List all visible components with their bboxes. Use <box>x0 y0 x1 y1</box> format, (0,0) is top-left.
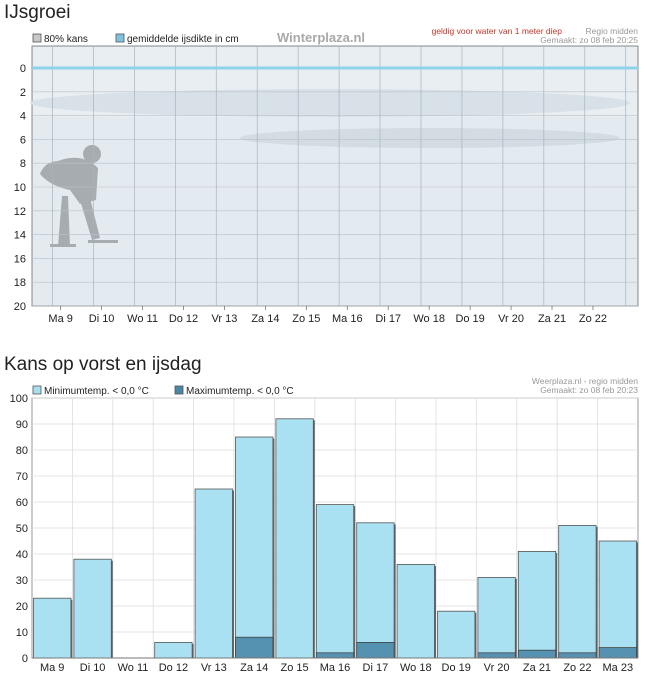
ice-plot-scenery <box>30 47 637 305</box>
frost-bar-min <box>356 522 395 659</box>
frost-x-tick-label: Vr 13 <box>201 662 227 674</box>
ice-legend-swatch-thickness <box>115 33 125 43</box>
frost-y-tick-label: 100 <box>10 393 28 405</box>
ice-y-axis: 0 2 4 6 8 10 12 14 16 18 20 <box>14 63 26 313</box>
frost-bar-min <box>396 563 435 659</box>
ice-x-tick-label: Ma 16 <box>332 313 363 325</box>
ice-legend: 80% kans gemiddelde ijsdikte in cm <box>32 33 239 45</box>
ice-x-tick-label: Di 10 <box>89 313 115 325</box>
ice-y-tick-label: 14 <box>14 230 26 242</box>
ice-y-tick-label: 0 <box>20 63 26 75</box>
frost-y-tick-label: 90 <box>16 419 28 431</box>
frost-x-tick-label: Zo 15 <box>281 662 309 674</box>
frost-x-tick-label: Di 10 <box>80 662 106 674</box>
frost-legend-label-max: Maximumtemp. < 0,0 °C <box>186 386 294 397</box>
ice-x-tick-label: Zo 22 <box>579 313 607 325</box>
ice-x-tick-label: Za 14 <box>251 313 279 325</box>
frost-x-tick-label: Di 17 <box>363 662 389 674</box>
frost-bar-min <box>437 610 476 659</box>
ice-y-tick-label: 4 <box>20 111 26 123</box>
ice-validity-note: geldig voor water van 1 meter diep <box>432 28 563 36</box>
frost-bars <box>33 418 638 659</box>
frost-bar-max <box>477 652 516 659</box>
frost-x-tick-label: Vr 20 <box>484 662 510 674</box>
ice-y-tick-label: 18 <box>14 277 26 289</box>
ice-y-tick-label: 2 <box>20 87 26 99</box>
frost-x-tick-label: Ma 23 <box>603 662 634 674</box>
ice-x-tick-label: Za 21 <box>538 313 566 325</box>
ice-section-title: IJsgroei <box>4 2 71 23</box>
frost-bar-max <box>517 649 557 659</box>
frost-section-title: Kans op vorst en ijsdag <box>4 354 202 375</box>
frost-x-tick-label: Za 21 <box>523 662 551 674</box>
ice-y-tick-label: 10 <box>14 182 26 194</box>
ice-y-tick-label: 8 <box>20 158 26 170</box>
frost-bar-min <box>33 597 72 659</box>
frost-x-tick-label: Do 12 <box>159 662 188 674</box>
frost-x-tick-label: Zo 22 <box>563 662 591 674</box>
frost-y-tick-label: 0 <box>22 653 28 665</box>
frost-y-tick-label: 60 <box>16 497 28 509</box>
ice-x-tick-label: Vr 20 <box>498 313 524 325</box>
ice-region-label: Regio midden <box>586 28 639 36</box>
frost-bar-min <box>315 504 355 659</box>
frost-bar-min <box>558 524 597 659</box>
frost-bar-min <box>275 418 314 659</box>
frost-x-tick-label: Wo 11 <box>118 662 149 674</box>
frost-x-tick-label: Ma 16 <box>320 662 351 674</box>
frost-bar-max <box>558 652 597 659</box>
frost-bar-min <box>194 488 233 659</box>
frost-bar-min <box>598 540 637 659</box>
frost-legend-swatch-max <box>174 385 184 395</box>
frost-bar-max <box>315 652 355 659</box>
frost-y-axis: 0 10 20 30 40 50 60 70 80 90 100 <box>10 393 28 665</box>
frost-bar-min <box>154 641 193 659</box>
ice-y-tick-label: 12 <box>14 206 26 218</box>
skater-silhouette <box>40 145 118 247</box>
frost-bar-min <box>517 550 557 659</box>
ice-x-tick-label: Zo 15 <box>292 313 320 325</box>
ice-legend-swatch-chance <box>32 33 42 43</box>
ice-x-tick-label: Wo 18 <box>413 313 445 325</box>
frost-bar-min <box>235 436 274 659</box>
ice-growth-chart: 80% kans gemiddelde ijsdikte in cm Winte… <box>14 28 639 325</box>
frost-legend-swatch-min <box>32 385 42 395</box>
frost-y-tick-label: 40 <box>16 549 28 561</box>
ice-x-tick-label: Ma 9 <box>48 313 72 325</box>
frost-x-tick-label: Do 19 <box>442 662 471 674</box>
frost-bar-max <box>235 636 274 659</box>
frost-y-tick-label: 80 <box>16 445 28 457</box>
frost-y-tick-label: 70 <box>16 471 28 483</box>
frost-bar-max <box>598 647 637 659</box>
ice-x-tick-label: Do 12 <box>169 313 198 325</box>
frost-y-tick-label: 50 <box>16 523 28 535</box>
frost-x-tick-label: Za 14 <box>240 662 268 674</box>
ice-y-tick-label: 20 <box>14 301 26 313</box>
ice-made-timestamp: Gemaakt: zo 08 feb 20:25 <box>540 35 638 45</box>
frost-chance-chart: Minimumtemp. < 0,0 °C Maximumtemp. < 0,0… <box>10 378 639 674</box>
frost-legend-label-min: Minimumtemp. < 0,0 °C <box>44 386 149 397</box>
ice-x-tick-label: Di 17 <box>375 313 401 325</box>
frost-bar-max <box>356 641 395 659</box>
frost-legend: Minimumtemp. < 0,0 °C Maximumtemp. < 0,0… <box>32 385 294 397</box>
ice-y-tick-label: 6 <box>20 134 26 146</box>
frost-x-tick-label: Ma 9 <box>40 662 64 674</box>
ice-x-tick-label: Wo 11 <box>127 313 158 325</box>
frost-x-axis: Ma 9 Di 10 Wo 11 Do 12 Vr 13 Za 14 Zo 15 Ma 16 D… <box>32 657 638 674</box>
frost-made-timestamp: Gemaakt: zo 08 feb 20:23 <box>540 385 638 395</box>
frost-y-tick-label: 20 <box>16 601 28 613</box>
frost-y-tick-label: 30 <box>16 575 28 587</box>
frost-x-tick-label: Wo 18 <box>400 662 432 674</box>
ice-x-tick-label: Do 19 <box>455 313 484 325</box>
ice-x-axis: Ma 9 Di 10 Wo 11 Do 12 Vr 13 Za 14 Zo 15 Ma 16 D… <box>48 306 607 325</box>
ice-legend-label-chance: 80% kans <box>44 34 88 45</box>
frost-y-tick-label: 10 <box>16 627 28 639</box>
ice-x-tick-label: Vr 13 <box>212 313 238 325</box>
frost-bar-min <box>73 558 112 659</box>
ice-y-tick-label: 16 <box>14 253 26 265</box>
frost-source-label: Weerplaza.nl - regio midden <box>532 378 638 386</box>
ice-brand-watermark: Winterplaza.nl <box>277 30 365 45</box>
frost-bar-min <box>477 576 516 659</box>
ice-legend-label-thickness: gemiddelde ijsdikte in cm <box>127 34 239 45</box>
